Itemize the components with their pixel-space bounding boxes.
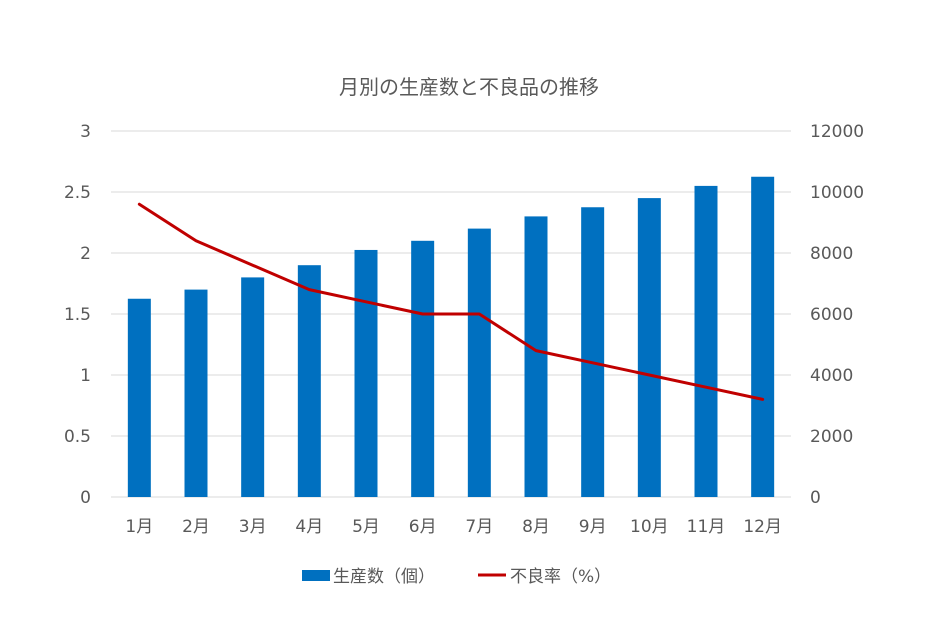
line-path [137, 202, 765, 401]
legend-bar-swatch [302, 570, 330, 581]
right-tick-label: 8000 [810, 244, 853, 264]
bar [411, 240, 435, 498]
x-tick-label: 8月 [522, 517, 550, 537]
left-y-axis: 0 0.5 1 1.5 2 2.5 3 [64, 122, 91, 508]
x-tick-label: 11月 [687, 517, 726, 537]
right-tick-label: 0 [810, 488, 821, 508]
x-tick-label: 6月 [409, 517, 437, 537]
left-tick-label: 0 [80, 488, 91, 508]
x-tick-label: 12月 [743, 517, 782, 537]
bar [184, 289, 208, 497]
bar [467, 228, 491, 497]
x-tick-label: 5月 [352, 517, 380, 537]
line-series [137, 202, 765, 401]
bar [694, 185, 718, 497]
right-y-axis: 0 2000 4000 6000 8000 10000 12000 [810, 122, 864, 508]
x-tick-label: 9月 [579, 517, 607, 537]
bar [581, 207, 605, 497]
bar [127, 298, 151, 497]
left-tick-label: 1 [80, 366, 91, 386]
x-tick-label: 4月 [295, 517, 323, 537]
left-tick-label: 3 [80, 122, 91, 142]
chart-title: 月別の生産数と不良品の推移 [339, 75, 599, 99]
bar [524, 216, 548, 497]
legend-bar-label: 生産数（個） [333, 567, 435, 587]
left-tick-label: 1.5 [64, 305, 91, 325]
x-axis: 1月 2月 3月 4月 5月 6月 7月 8月 9月 10月 11月 12月 [125, 517, 782, 537]
right-tick-label: 6000 [810, 305, 853, 325]
right-tick-label: 4000 [810, 366, 853, 386]
bar [751, 176, 775, 497]
x-tick-label: 3月 [239, 517, 267, 537]
left-tick-label: 2 [80, 244, 91, 264]
bar-series [127, 176, 775, 498]
left-tick-label: 0.5 [64, 427, 91, 447]
x-tick-label: 2月 [182, 517, 210, 537]
x-tick-label: 7月 [465, 517, 493, 537]
left-tick-label: 2.5 [64, 183, 91, 203]
right-tick-label: 2000 [810, 427, 853, 447]
legend: 生産数（個） 不良率（%） [302, 567, 611, 587]
x-tick-label: 1月 [125, 517, 153, 537]
bar [241, 277, 265, 497]
bar [637, 198, 661, 497]
legend-line-label: 不良率（%） [510, 567, 611, 587]
bar [354, 249, 378, 497]
bar [297, 265, 321, 497]
right-tick-label: 10000 [810, 183, 864, 203]
x-tick-label: 10月 [630, 517, 669, 537]
right-tick-label: 12000 [810, 122, 864, 142]
